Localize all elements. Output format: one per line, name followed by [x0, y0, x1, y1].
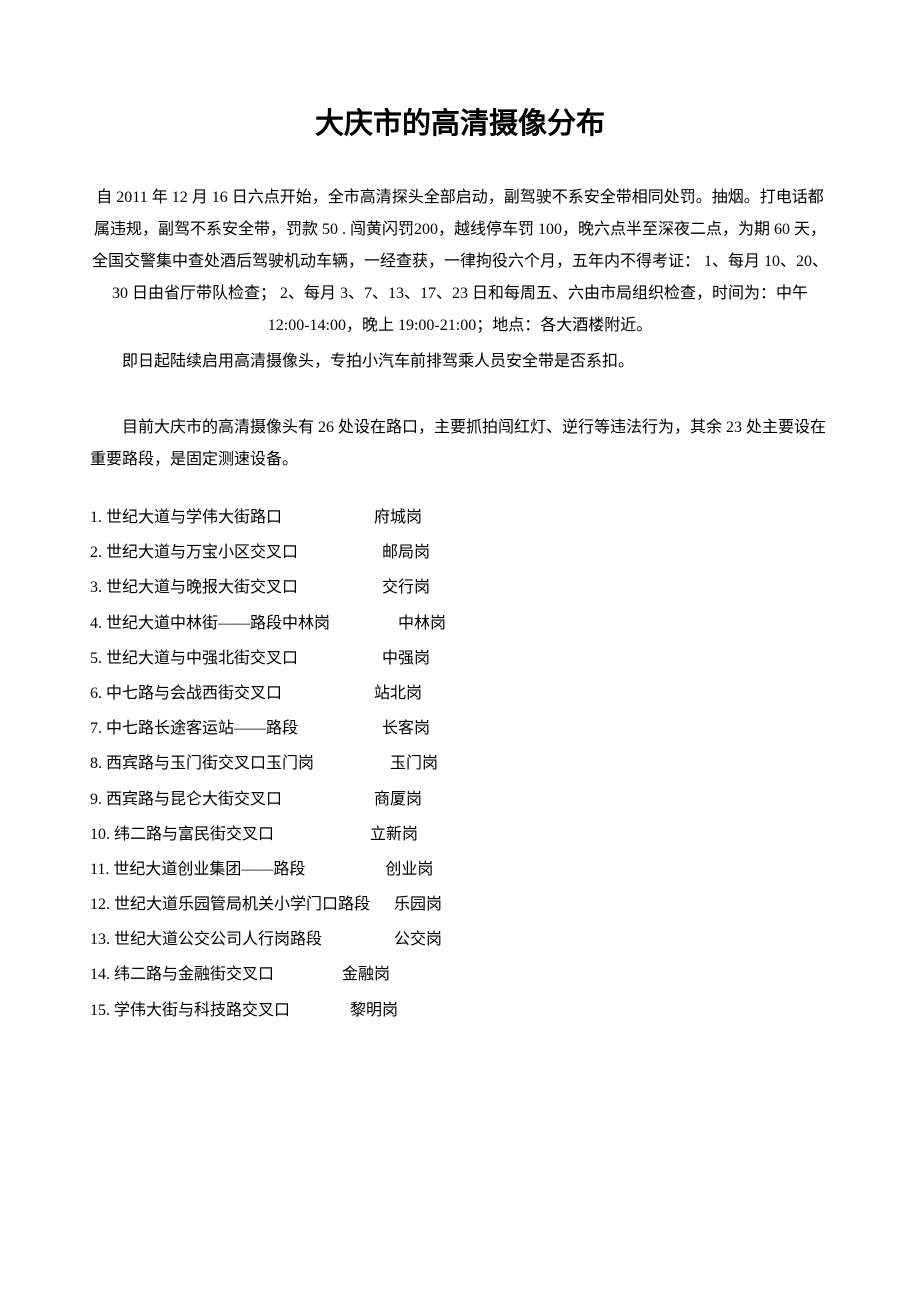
- list-item: 12. 世纪大道乐园管局机关小学门口路段 乐园岗: [90, 887, 830, 922]
- gap: [282, 500, 374, 535]
- post-name: 商厦岗: [374, 782, 422, 817]
- gap: [298, 641, 382, 676]
- gap: [290, 993, 350, 1028]
- list-item: 7. 中七路长途客运站——路段 长客岗: [90, 711, 830, 746]
- gap: [282, 782, 374, 817]
- list-item: 10. 纬二路与富民街交叉口 立新岗: [90, 817, 830, 852]
- paragraph-3: 目前大庆市的高清摄像头有 26 处设在路口，主要抓拍闯红灯、逆行等违法行为，其余…: [90, 412, 830, 476]
- gap: [370, 887, 394, 922]
- post-name: 立新岗: [370, 817, 418, 852]
- document-title: 大庆市的高清摄像分布: [90, 100, 830, 142]
- post-name: 金融岗: [342, 957, 390, 992]
- gap: [305, 852, 385, 887]
- location-text: 9. 西宾路与昆仑大街交叉口: [90, 782, 282, 817]
- post-name: 玉门岗: [390, 746, 438, 781]
- camera-location-list: 1. 世纪大道与学伟大街路口 府城岗 2. 世纪大道与万宝小区交叉口 邮局岗 3…: [90, 500, 830, 1028]
- post-name: 黎明岗: [350, 993, 398, 1028]
- gap: [314, 746, 390, 781]
- gap: [282, 676, 374, 711]
- post-name: 中强岗: [382, 641, 430, 676]
- post-name: 站北岗: [374, 676, 422, 711]
- list-item: 6. 中七路与会战西街交叉口 站北岗: [90, 676, 830, 711]
- post-name: 公交岗: [394, 922, 442, 957]
- gap: [298, 535, 382, 570]
- location-text: 3. 世纪大道与晚报大街交叉口: [90, 570, 298, 605]
- post-name: 创业岗: [385, 852, 433, 887]
- gap: [298, 711, 382, 746]
- list-item: 5. 世纪大道与中强北街交叉口 中强岗: [90, 641, 830, 676]
- list-item: 13. 世纪大道公交公司人行岗路段 公交岗: [90, 922, 830, 957]
- gap: [274, 957, 342, 992]
- location-text: 15. 学伟大街与科技路交叉口: [90, 993, 290, 1028]
- spacer: [90, 382, 830, 412]
- gap: [322, 922, 394, 957]
- location-text: 7. 中七路长途客运站——路段: [90, 711, 298, 746]
- location-text: 2. 世纪大道与万宝小区交叉口: [90, 535, 298, 570]
- list-item: 1. 世纪大道与学伟大街路口 府城岗: [90, 500, 830, 535]
- list-item: 11. 世纪大道创业集团——路段 创业岗: [90, 852, 830, 887]
- post-name: 邮局岗: [382, 535, 430, 570]
- list-item: 9. 西宾路与昆仑大街交叉口 商厦岗: [90, 782, 830, 817]
- list-item: 14. 纬二路与金融街交叉口 金融岗: [90, 957, 830, 992]
- paragraph-2: 即日起陆续启用高清摄像头，专拍小汽车前排驾乘人员安全带是否系扣。: [90, 346, 830, 378]
- list-item: 2. 世纪大道与万宝小区交叉口 邮局岗: [90, 535, 830, 570]
- list-item: 4. 世纪大道中林街——路段中林岗 中林岗: [90, 606, 830, 641]
- post-name: 交行岗: [382, 570, 430, 605]
- list-item: 15. 学伟大街与科技路交叉口 黎明岗: [90, 993, 830, 1028]
- gap: [298, 570, 382, 605]
- location-text: 13. 世纪大道公交公司人行岗路段: [90, 922, 322, 957]
- list-item: 3. 世纪大道与晚报大街交叉口 交行岗: [90, 570, 830, 605]
- location-text: 4. 世纪大道中林街——路段中林岗: [90, 606, 330, 641]
- location-text: 1. 世纪大道与学伟大街路口: [90, 500, 282, 535]
- post-name: 府城岗: [374, 500, 422, 535]
- post-name: 中林岗: [398, 606, 446, 641]
- location-text: 12. 世纪大道乐园管局机关小学门口路段: [90, 887, 370, 922]
- paragraph-1: 自 2011 年 12 月 16 日六点开始，全市高清探头全部启动，副驾驶不系安…: [90, 182, 830, 342]
- post-name: 长客岗: [382, 711, 430, 746]
- spacer: [90, 480, 830, 500]
- gap: [274, 817, 370, 852]
- location-text: 14. 纬二路与金融街交叉口: [90, 957, 274, 992]
- gap: [330, 606, 398, 641]
- location-text: 5. 世纪大道与中强北街交叉口: [90, 641, 298, 676]
- location-text: 10. 纬二路与富民街交叉口: [90, 817, 274, 852]
- list-item: 8. 西宾路与玉门街交叉口玉门岗 玉门岗: [90, 746, 830, 781]
- location-text: 6. 中七路与会战西街交叉口: [90, 676, 282, 711]
- location-text: 11. 世纪大道创业集团——路段: [90, 852, 305, 887]
- post-name: 乐园岗: [394, 887, 442, 922]
- location-text: 8. 西宾路与玉门街交叉口玉门岗: [90, 746, 314, 781]
